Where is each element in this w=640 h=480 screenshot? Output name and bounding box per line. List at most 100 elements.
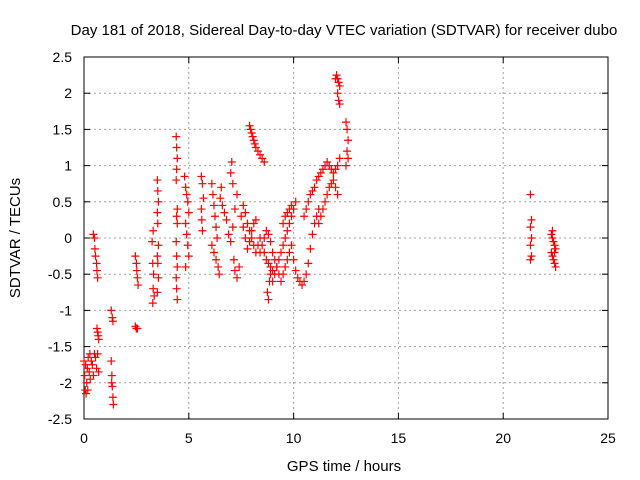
data-point: [260, 248, 269, 257]
data-point: [87, 357, 96, 366]
data-point: [268, 248, 277, 257]
data-point: [302, 205, 311, 214]
data-point: [266, 237, 275, 246]
data-point: [300, 277, 309, 286]
data-point: [333, 89, 342, 98]
data-point: [183, 197, 192, 206]
data-point: [217, 183, 226, 192]
data-point: [289, 255, 298, 264]
data-point: [526, 190, 535, 199]
x-tick-labels: 0 5 10 15 20 25: [80, 430, 616, 446]
data-point: [245, 121, 254, 130]
data-point: [260, 157, 269, 166]
data-point: [321, 197, 330, 206]
data-point: [227, 157, 236, 166]
y-tick-label: -2.5: [48, 411, 72, 427]
data-point: [277, 277, 286, 286]
data-point: [548, 234, 557, 242]
y-tick-label: 0.5: [53, 194, 73, 210]
data-point: [549, 255, 558, 264]
data-point: [108, 382, 117, 391]
data-point: [526, 241, 535, 250]
data-point: [287, 201, 296, 210]
x-tick-label: 10: [286, 430, 302, 446]
data-point: [526, 255, 535, 264]
data-point: [154, 197, 163, 206]
data-point: [302, 270, 311, 279]
data-point: [342, 118, 350, 127]
data-point: [323, 190, 332, 199]
data-point: [198, 226, 207, 235]
data-point: [83, 386, 92, 395]
data-point: [247, 129, 256, 138]
data-point: [109, 400, 118, 409]
data-point: [81, 360, 90, 369]
data-point: [154, 273, 163, 282]
data-point: [548, 226, 557, 235]
x-tick-label: 25: [600, 430, 616, 446]
data-point: [250, 139, 259, 148]
data-point: [90, 244, 99, 253]
x-tick-label: 20: [495, 430, 511, 446]
data-point: [172, 176, 181, 185]
data-point: [172, 273, 181, 282]
data-point: [94, 335, 103, 344]
data-point: [218, 201, 227, 210]
data-point: [182, 190, 191, 199]
data-point: [335, 154, 344, 163]
y-tick-label: -2: [60, 375, 73, 391]
data-point: [94, 367, 103, 376]
x-axis-label: GPS time / hours: [287, 458, 401, 475]
data-point: [207, 179, 216, 188]
data-point: [197, 205, 206, 214]
y-tick-label: 1.5: [53, 121, 73, 137]
data-point: [182, 230, 191, 239]
data-point: [270, 255, 279, 264]
data-point: [235, 262, 244, 271]
data-point: [89, 371, 98, 380]
data-point: [277, 248, 286, 257]
data-point: [243, 219, 252, 228]
data-point: [173, 154, 182, 163]
data-point: [181, 183, 190, 192]
data-point: [279, 219, 288, 228]
y-tick-labels: -2.5 -2 -1.5 -1 -0.5 0 0.5 1 1.5 2 2.5: [48, 49, 72, 427]
data-point: [148, 237, 157, 246]
data-point: [92, 259, 101, 268]
data-point: [153, 259, 162, 268]
data-point: [233, 190, 242, 199]
y-tick-label: 2: [64, 85, 72, 101]
data-point: [92, 324, 101, 333]
data-point: [229, 255, 238, 264]
data-point: [184, 208, 193, 217]
data-point: [333, 74, 342, 83]
y-tick-label: 1: [64, 158, 72, 174]
y-tick-label: 0: [64, 230, 72, 246]
data-point: [304, 197, 313, 206]
data-point: [173, 219, 182, 228]
data-point: [281, 234, 290, 242]
data-points: [80, 71, 560, 409]
data-point: [90, 234, 99, 242]
data-point: [239, 201, 248, 210]
data-point: [279, 241, 288, 250]
axis-ticks: [83, 56, 609, 420]
data-point: [287, 241, 296, 250]
data-point: [233, 273, 242, 282]
data-point: [222, 215, 231, 224]
data-point: [107, 306, 116, 315]
data-point: [550, 241, 559, 250]
data-point: [149, 226, 158, 235]
data-point: [224, 230, 233, 239]
data-point: [246, 125, 255, 134]
x-tick-label: 5: [185, 430, 193, 446]
data-point: [230, 266, 239, 275]
data-point: [214, 262, 223, 271]
data-point: [132, 266, 141, 275]
data-point: [343, 147, 352, 156]
data-point: [248, 132, 257, 141]
data-point: [550, 248, 559, 257]
data-point: [172, 284, 181, 293]
